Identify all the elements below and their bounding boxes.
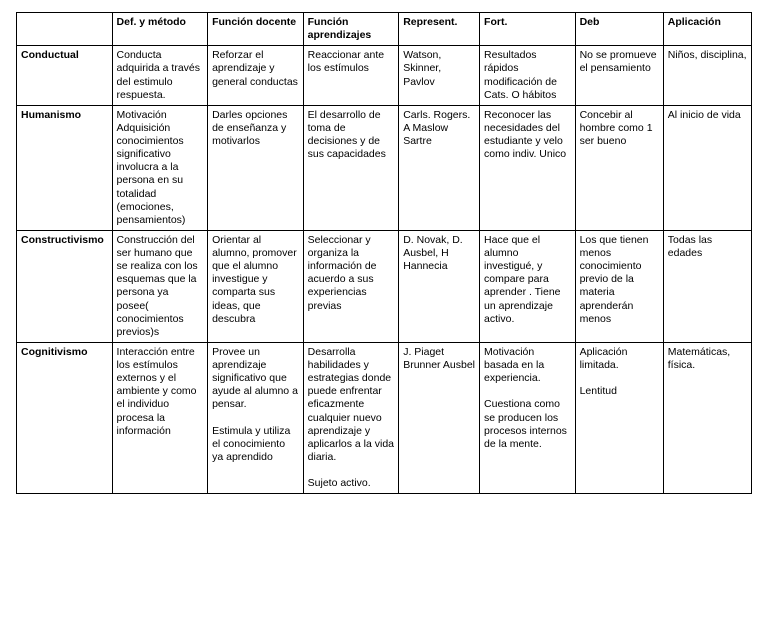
table-cell: Desarrolla habilidades y estrategias don…: [303, 342, 399, 493]
row-label: Constructivismo: [17, 230, 113, 342]
table-cell: Todas las edades: [663, 230, 751, 342]
col-header-funcion-docente: Función docente: [208, 13, 304, 46]
table-cell: Reconocer las necesidades del estudiante…: [480, 105, 576, 230]
table-header-row: Def. y método Función docente Función ap…: [17, 13, 752, 46]
table-row: CognitivismoInteracción entre los estímu…: [17, 342, 752, 493]
table-cell: Construcción del ser humano que se reali…: [112, 230, 208, 342]
table-cell: Seleccionar y organiza la información de…: [303, 230, 399, 342]
table-cell: Motivación basada en la experiencia.Cues…: [480, 342, 576, 493]
table-cell: Carls. Rogers. A Maslow Sartre: [399, 105, 480, 230]
table-cell: Conducta adquirida a través del estimulo…: [112, 46, 208, 106]
row-label: Cognitivismo: [17, 342, 113, 493]
table-cell: Provee un aprendizaje significativo que …: [208, 342, 304, 493]
col-header-aplicacion: Aplicación: [663, 13, 751, 46]
table-cell: J. Piaget Brunner Ausbel: [399, 342, 480, 493]
col-header-blank: [17, 13, 113, 46]
table-cell: Resultados rápidos modificación de Cats.…: [480, 46, 576, 106]
col-header-deb: Deb: [575, 13, 663, 46]
table-cell: Niños, disciplina,: [663, 46, 751, 106]
table-cell: D. Novak, D. Ausbel, H Hannecia: [399, 230, 480, 342]
table-row: ConstructivismoConstrucción del ser huma…: [17, 230, 752, 342]
table-cell: Motivación Adquisición conocimientos sig…: [112, 105, 208, 230]
table-cell: Reaccionar ante los estímulos: [303, 46, 399, 106]
table-cell: Hace que el alumno investigué, y compare…: [480, 230, 576, 342]
table-cell: Aplicación limitada.Lentitud: [575, 342, 663, 493]
table-cell: Matemáticas, física.: [663, 342, 751, 493]
table-row: ConductualConducta adquirida a través de…: [17, 46, 752, 106]
table-cell: El desarrollo de toma de decisiones y de…: [303, 105, 399, 230]
table-cell: Reforzar el aprendizaje y general conduc…: [208, 46, 304, 106]
row-label: Humanismo: [17, 105, 113, 230]
table-cell: Watson, Skinner, Pavlov: [399, 46, 480, 106]
table-cell: Concebir al hombre como 1 ser bueno: [575, 105, 663, 230]
col-header-fort: Fort.: [480, 13, 576, 46]
table-row: HumanismoMotivación Adquisición conocimi…: [17, 105, 752, 230]
col-header-represent: Represent.: [399, 13, 480, 46]
table-cell: Los que tienen menos conocimiento previo…: [575, 230, 663, 342]
table-cell: Orientar al alumno, promover que el alum…: [208, 230, 304, 342]
row-label: Conductual: [17, 46, 113, 106]
col-header-def: Def. y método: [112, 13, 208, 46]
table-cell: Darles opciones de enseñanza y motivarlo…: [208, 105, 304, 230]
table-body: ConductualConducta adquirida a través de…: [17, 46, 752, 494]
table-cell: No se promueve el pensamiento: [575, 46, 663, 106]
table-cell: Al inicio de vida: [663, 105, 751, 230]
comparison-table: Def. y método Función docente Función ap…: [16, 12, 752, 494]
col-header-funcion-aprendizajes: Función aprendizajes: [303, 13, 399, 46]
table-cell: Interacción entre los estímulos externos…: [112, 342, 208, 493]
